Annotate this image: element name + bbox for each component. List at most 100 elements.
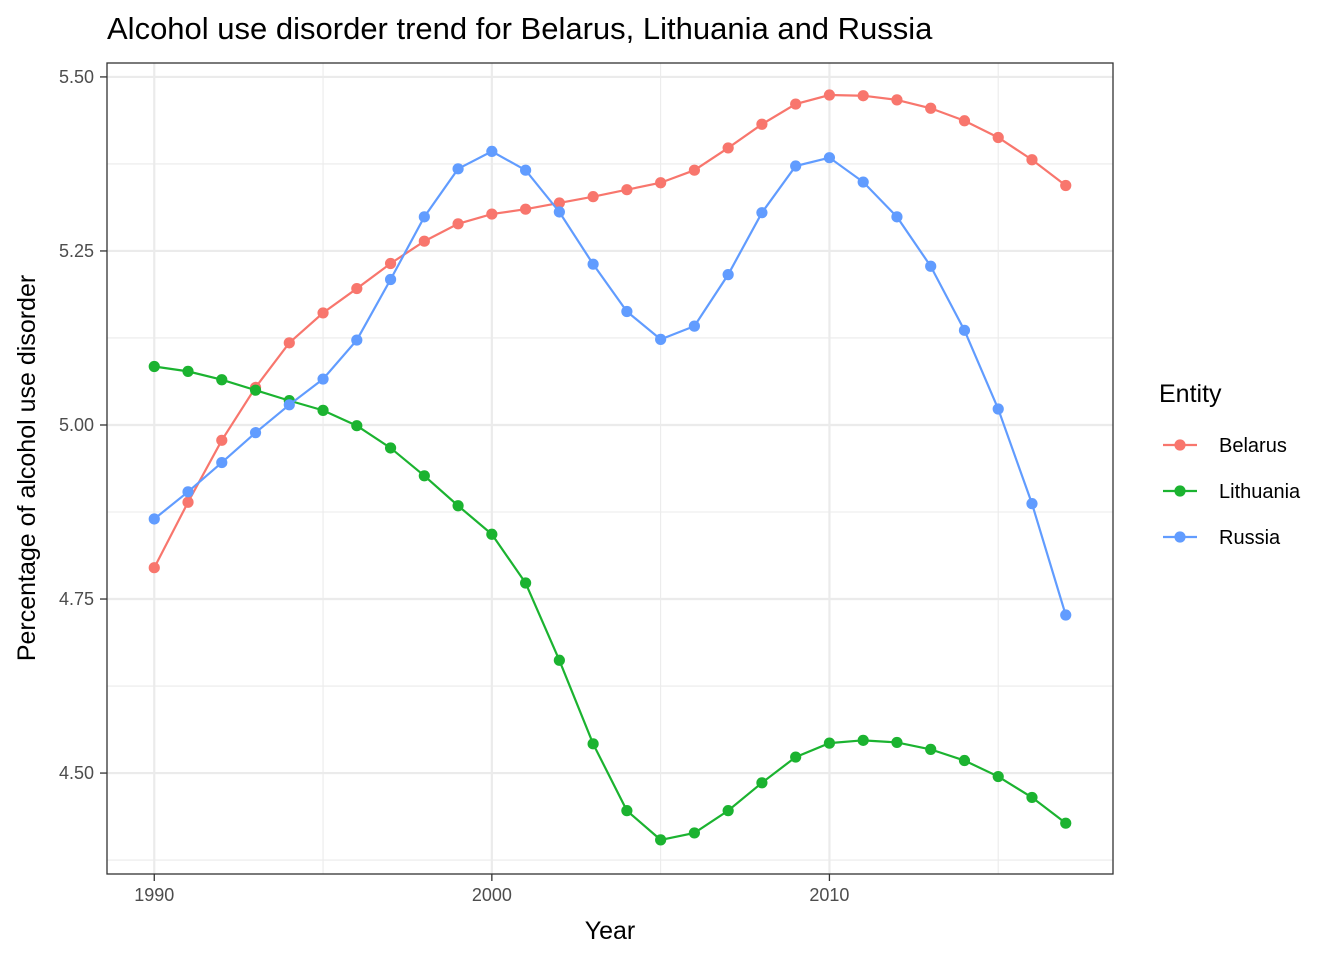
series-line-russia (153, 150, 1067, 616)
data-point-lithuania (621, 805, 633, 817)
x-tick-label: 2010 (809, 885, 849, 905)
data-point-belarus (317, 307, 329, 319)
data-point-belarus (182, 496, 194, 508)
data-point-belarus (823, 89, 836, 101)
data-point-russia (655, 333, 667, 345)
legend-key-point (1174, 531, 1186, 543)
series-layer (148, 89, 1072, 846)
data-point-lithuania (520, 577, 532, 589)
data-point-russia (587, 258, 599, 270)
data-point-russia (520, 164, 532, 176)
y-tick-label: 5.00 (59, 415, 94, 435)
data-point-belarus (688, 164, 700, 176)
data-point-russia (249, 427, 262, 439)
data-point-lithuania (992, 770, 1004, 783)
panel-border (106, 62, 1114, 875)
data-point-lithuania (790, 751, 802, 763)
data-point-russia (992, 403, 1004, 415)
x-axis-title: Year (585, 917, 636, 945)
data-point-russia (216, 456, 228, 469)
data-point-russia (958, 324, 971, 336)
data-point-lithuania (418, 470, 430, 482)
legend-label: Russia (1219, 527, 1281, 549)
data-point-russia (722, 269, 734, 281)
data-point-lithuania (486, 528, 498, 540)
legend-item-lithuania: Lithuania (1163, 481, 1301, 503)
series-belarus (148, 89, 1072, 574)
data-point-lithuania (891, 736, 903, 749)
data-point-lithuania (688, 827, 700, 839)
y-axis-title: Percentage of alcohol use disorder (13, 275, 41, 661)
legend-item-russia: Russia (1163, 527, 1281, 549)
data-point-belarus (958, 115, 971, 127)
data-point-lithuania (958, 754, 971, 767)
series-russia (148, 145, 1072, 621)
series-line-belarus (153, 93, 1067, 569)
data-point-belarus (992, 131, 1004, 144)
y-tick-label: 5.50 (59, 67, 94, 87)
data-point-belarus (553, 197, 565, 209)
data-point-belarus (891, 94, 903, 106)
data-point-russia (553, 206, 565, 218)
axis-ticks (100, 76, 831, 881)
data-point-belarus (384, 257, 397, 270)
data-point-belarus (756, 118, 768, 130)
chart-title: Alcohol use disorder trend for Belarus, … (107, 11, 933, 46)
data-point-belarus (418, 235, 430, 247)
data-point-russia (351, 334, 363, 346)
data-point-belarus (655, 177, 667, 189)
legend: Entity Belarus Lithuania Russia (1159, 380, 1301, 549)
y-tick-labels: 4.50 4.75 5.00 5.25 5.50 (59, 67, 94, 783)
data-point-lithuania (148, 360, 160, 373)
data-point-belarus (857, 90, 869, 102)
data-point-belarus (1060, 179, 1072, 192)
data-point-russia (756, 207, 768, 219)
x-tick-label: 2000 (472, 885, 512, 905)
data-point-russia (452, 163, 464, 175)
data-point-russia (317, 373, 329, 385)
legend-key-point (1174, 485, 1186, 497)
data-point-belarus (722, 142, 734, 154)
data-point-belarus (520, 203, 532, 215)
data-point-belarus (148, 562, 160, 574)
data-point-lithuania (249, 384, 262, 396)
data-point-russia (148, 513, 160, 525)
data-point-belarus (790, 98, 802, 110)
data-point-russia (925, 260, 937, 272)
data-point-russia (857, 176, 869, 188)
data-point-belarus (621, 184, 633, 196)
data-point-russia (823, 152, 836, 164)
grid (107, 63, 1113, 874)
data-point-russia (1060, 609, 1072, 621)
data-point-lithuania (857, 734, 869, 746)
data-point-russia (182, 486, 194, 498)
data-point-belarus (925, 102, 937, 114)
data-point-russia (621, 305, 633, 318)
y-tick-label: 5.25 (59, 241, 94, 261)
y-tick-label: 4.75 (59, 589, 94, 609)
data-point-belarus (587, 191, 599, 203)
data-point-russia (384, 273, 397, 286)
data-point-lithuania (452, 500, 464, 512)
data-point-lithuania (823, 737, 836, 749)
data-point-russia (790, 160, 802, 172)
data-point-russia (418, 211, 430, 223)
data-point-belarus (1026, 154, 1038, 166)
y-tick-label: 4.50 (59, 763, 94, 783)
data-point-russia (283, 399, 295, 411)
data-point-lithuania (351, 420, 363, 432)
data-point-belarus (452, 218, 464, 230)
legend-item-belarus: Belarus (1163, 435, 1287, 457)
x-tick-labels: 1990 2000 2010 (134, 885, 849, 905)
data-point-belarus (283, 337, 295, 349)
data-point-belarus (216, 434, 228, 446)
data-point-lithuania (553, 654, 565, 666)
series-line-lithuania (154, 365, 1067, 842)
data-point-russia (1026, 498, 1038, 510)
legend-label: Belarus (1219, 435, 1287, 457)
data-point-russia (891, 211, 903, 223)
data-point-russia (688, 320, 700, 332)
data-point-belarus (351, 282, 363, 295)
legend-key-point (1174, 439, 1186, 451)
